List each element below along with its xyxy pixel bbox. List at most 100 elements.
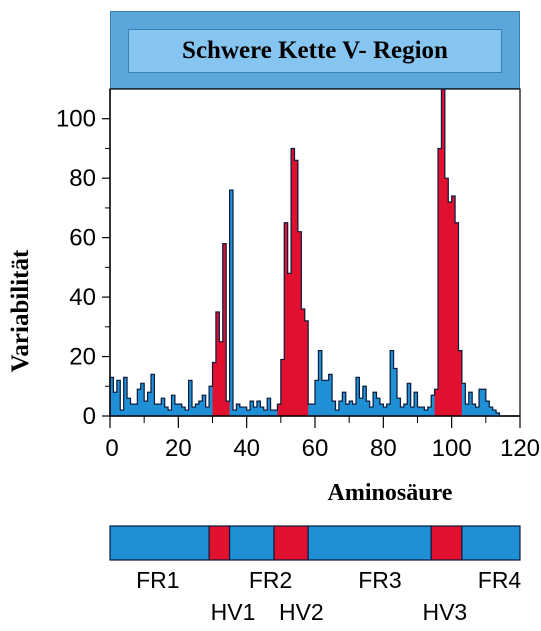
bar: [253, 407, 258, 416]
region-label-fr1: FR1: [136, 567, 179, 593]
bar: [311, 404, 316, 416]
y-tick-label: 100: [56, 106, 96, 133]
bar: [140, 383, 145, 416]
bar: [342, 392, 347, 416]
bar: [420, 407, 425, 416]
bar: [133, 404, 138, 416]
bar: [403, 404, 408, 416]
bar: [219, 341, 224, 416]
bar: [297, 231, 302, 416]
bar: [315, 380, 319, 416]
bar: [386, 404, 391, 416]
y-tick-label: 0: [83, 403, 96, 430]
region-segment-hv3: [430, 525, 463, 561]
bar: [116, 380, 121, 416]
bar: [181, 407, 186, 416]
bar: [212, 362, 217, 416]
bar: [492, 410, 497, 416]
bar: [154, 404, 159, 416]
bar: [444, 178, 449, 416]
bar: [441, 89, 446, 416]
bar: [260, 407, 265, 416]
bar: [215, 311, 220, 416]
chart-title: Schwere Kette V- Region: [182, 37, 448, 64]
bar: [222, 243, 227, 416]
bar: [171, 395, 176, 416]
bar: [185, 410, 189, 416]
bar: [410, 407, 415, 416]
x-tick-label: 40: [233, 435, 260, 462]
bar: [229, 190, 234, 416]
x-axis-label: Aminosäure: [327, 480, 453, 506]
bar: [178, 404, 183, 416]
bar: [400, 407, 405, 416]
bar: [345, 404, 350, 416]
bar: [304, 320, 309, 416]
histogram-outline: [109, 88, 520, 417]
bar: [147, 392, 152, 416]
x-tick-label: 0: [105, 435, 118, 462]
bar: [325, 380, 330, 416]
bar: [256, 401, 261, 416]
bar: [144, 401, 148, 416]
bar: [226, 401, 230, 416]
region-label-fr4: FR4: [478, 567, 522, 593]
bar: [434, 389, 439, 416]
bar: [448, 201, 453, 416]
bar: [427, 407, 432, 416]
region-segment-hv2: [273, 525, 309, 561]
bar: [468, 392, 473, 416]
bar: [284, 222, 289, 416]
bar: [335, 410, 340, 416]
bar: [192, 407, 196, 416]
bar: [390, 350, 394, 416]
bar: [308, 404, 312, 416]
bar: [496, 413, 500, 416]
bar: [233, 410, 237, 416]
y-tick-label: 40: [69, 284, 96, 311]
bar: [188, 380, 193, 416]
bar: [267, 398, 271, 416]
bar: [161, 398, 166, 416]
bar: [407, 383, 412, 416]
bar: [379, 404, 384, 416]
x-tick-label: 20: [165, 435, 192, 462]
bar: [362, 386, 367, 416]
bar: [164, 407, 169, 416]
bar: [414, 392, 418, 416]
region-label-fr3: FR3: [358, 567, 401, 593]
title-box: Schwere Kette V- Region: [128, 29, 502, 73]
bar: [174, 404, 179, 416]
y-tick-label: 20: [69, 344, 96, 371]
bar: [270, 410, 275, 416]
bar: [472, 404, 476, 416]
region-label-hv1: HV1: [211, 599, 256, 625]
bar: [338, 401, 343, 416]
region-segment-fr4: [461, 525, 521, 561]
bar: [246, 410, 251, 416]
bar: [424, 410, 429, 416]
region-label-hv2: HV2: [279, 599, 324, 625]
bar: [250, 401, 254, 416]
y-tick-label: 80: [69, 165, 96, 192]
bar: [291, 148, 295, 417]
bar: [366, 401, 371, 416]
bar: [263, 410, 268, 416]
x-tick-label: 60: [302, 435, 329, 462]
bar: [461, 383, 466, 416]
bar: [383, 407, 388, 416]
bar: [359, 398, 364, 416]
bar: [393, 368, 398, 416]
bar: [157, 404, 162, 416]
bar: [328, 374, 333, 416]
bar: [287, 273, 292, 416]
bar: [236, 404, 241, 416]
bar: [431, 395, 435, 416]
x-tick-label: 100: [432, 435, 472, 462]
bar: [332, 401, 336, 416]
bar: [321, 380, 326, 416]
bar: [318, 350, 323, 416]
bar: [280, 359, 285, 416]
bar: [349, 401, 353, 416]
bar: [489, 407, 494, 416]
